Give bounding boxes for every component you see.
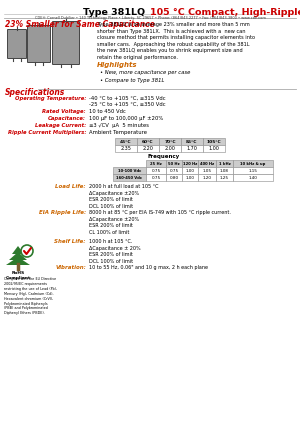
Bar [182,167,198,174]
Text: 10 kHz & up: 10 kHz & up [240,162,266,165]
Text: 0.75: 0.75 [169,168,178,173]
Text: -40 °C to +105 °C, ≤315 Vdc
-25 °C to +105 °C, ≥350 Vdc: -40 °C to +105 °C, ≤315 Vdc -25 °C to +1… [89,96,166,107]
Text: Type 381LQ: Type 381LQ [82,8,148,17]
Bar [115,138,137,145]
Bar [113,174,146,181]
Text: 160-450 Vdc: 160-450 Vdc [116,176,142,179]
Text: Ambient Temperature: Ambient Temperature [89,130,147,135]
Text: 1.15: 1.15 [249,168,257,173]
Text: 1000 h at 105 °C.
ΔCapacitance ± 20%
ESR 200% of limit
DCL 100% of limit: 1000 h at 105 °C. ΔCapacitance ± 20% ESR… [89,239,141,264]
Bar [159,138,181,145]
Text: 105 °C Compact, High-Ripple Snap-in: 105 °C Compact, High-Ripple Snap-in [150,8,300,17]
Text: 105°C: 105°C [207,139,221,144]
Text: Shelf Life:: Shelf Life: [55,239,86,244]
Bar [203,138,225,145]
Text: • New, more capacitance per case: • New, more capacitance per case [100,70,190,75]
Bar [146,167,166,174]
Text: Complies with the EU Directive
2002/95/EC requirements
restricting the use of Le: Complies with the EU Directive 2002/95/E… [4,277,57,315]
Text: 0.75: 0.75 [152,176,160,179]
Text: 1.20: 1.20 [202,176,211,179]
Text: 1 kHz: 1 kHz [219,162,230,165]
Bar [182,160,198,167]
Text: 0.75: 0.75 [152,168,160,173]
Text: 10-100 Vdc: 10-100 Vdc [118,168,141,173]
Text: CDE® Cornell Dubilier • 140 Technology Place • Liberty, SC 29657 • Phone: (864)8: CDE® Cornell Dubilier • 140 Technology P… [34,16,266,20]
Text: 1.00: 1.00 [185,168,194,173]
Bar [166,167,182,174]
Text: • Compare to Type 381L: • Compare to Type 381L [100,78,164,83]
Bar [146,160,166,167]
Text: 25 Hz: 25 Hz [150,162,162,165]
Bar [159,145,181,152]
Bar [166,160,182,167]
Bar [216,174,233,181]
Text: 1.00: 1.00 [185,176,194,179]
Bar [113,167,146,174]
Text: 2.35: 2.35 [121,146,131,151]
Text: Type 381LQ is on average 23% smaller and more than 5 mm
shorter than Type 381LX.: Type 381LQ is on average 23% smaller and… [97,22,255,60]
Text: 1.08: 1.08 [220,168,229,173]
Text: Frequency: Frequency [148,154,180,159]
Text: Specifications: Specifications [5,88,65,97]
Circle shape [21,245,33,257]
Polygon shape [12,246,24,254]
FancyBboxPatch shape [8,29,26,59]
Bar [146,174,166,181]
Text: 1.00: 1.00 [208,146,219,151]
Bar [181,145,203,152]
Text: 2.20: 2.20 [142,146,153,151]
Text: Load Life:: Load Life: [56,184,86,189]
Bar [198,174,216,181]
Polygon shape [9,252,27,260]
Bar [216,167,233,174]
Text: ≤3 √CV  µA  5 minutes: ≤3 √CV µA 5 minutes [89,123,149,128]
Text: 85°C: 85°C [186,139,198,144]
Bar [233,167,273,174]
Text: 1.70: 1.70 [187,146,197,151]
Text: Ripple Current Multipliers:: Ripple Current Multipliers: [8,130,86,135]
Bar [233,160,273,167]
Text: Rated Voltage:: Rated Voltage: [42,109,86,114]
FancyBboxPatch shape [28,26,50,62]
Text: 45°C: 45°C [120,139,132,144]
Bar [115,145,137,152]
Bar [198,160,216,167]
Text: RoHS
Compliant: RoHS Compliant [5,271,31,280]
Bar [198,167,216,174]
Text: 10 to 55 Hz, 0.06" and 10 g max, 2 h each plane: 10 to 55 Hz, 0.06" and 10 g max, 2 h eac… [89,265,208,270]
Bar [216,160,233,167]
Text: 23% Smaller for Same Capacitance: 23% Smaller for Same Capacitance [5,20,155,29]
Text: Highlights: Highlights [97,62,137,68]
Text: Vibration:: Vibration: [55,265,86,270]
Bar [182,174,198,181]
Bar [233,174,273,181]
Polygon shape [6,257,30,265]
Text: Capacitance:: Capacitance: [48,116,86,121]
Text: 1.40: 1.40 [249,176,257,179]
Bar [166,174,182,181]
Text: 1.25: 1.25 [220,176,229,179]
Text: 60°C: 60°C [142,139,154,144]
Text: Leakage Current:: Leakage Current: [35,123,86,128]
Text: Operating Temperature:: Operating Temperature: [15,96,86,101]
Text: EIA Ripple Life:: EIA Ripple Life: [39,210,86,215]
Text: 70°C: 70°C [164,139,176,144]
Bar [137,138,159,145]
Text: 100 µF to 100,000 µF ±20%: 100 µF to 100,000 µF ±20% [89,116,163,121]
Text: 0.80: 0.80 [169,176,178,179]
Text: 120 Hz: 120 Hz [183,162,197,165]
Text: 2000 h at full load at 105 °C
ΔCapacitance ±20%
ESR 200% of limit
DCL 100% of li: 2000 h at full load at 105 °C ΔCapacitan… [89,184,158,209]
Text: 10 to 450 Vdc: 10 to 450 Vdc [89,109,126,114]
Text: 1.05: 1.05 [202,168,211,173]
Text: 8000 h at 85 °C per EIA IS-749 with 105 °C ripple current.
ΔCapacitance ±20%
ESR: 8000 h at 85 °C per EIA IS-749 with 105 … [89,210,231,235]
Bar [137,145,159,152]
Bar [181,138,203,145]
FancyBboxPatch shape [52,22,80,65]
Text: 400 Hz: 400 Hz [200,162,214,165]
Text: 2.00: 2.00 [165,146,176,151]
Text: 50 Hz: 50 Hz [168,162,180,165]
Bar [203,145,225,152]
